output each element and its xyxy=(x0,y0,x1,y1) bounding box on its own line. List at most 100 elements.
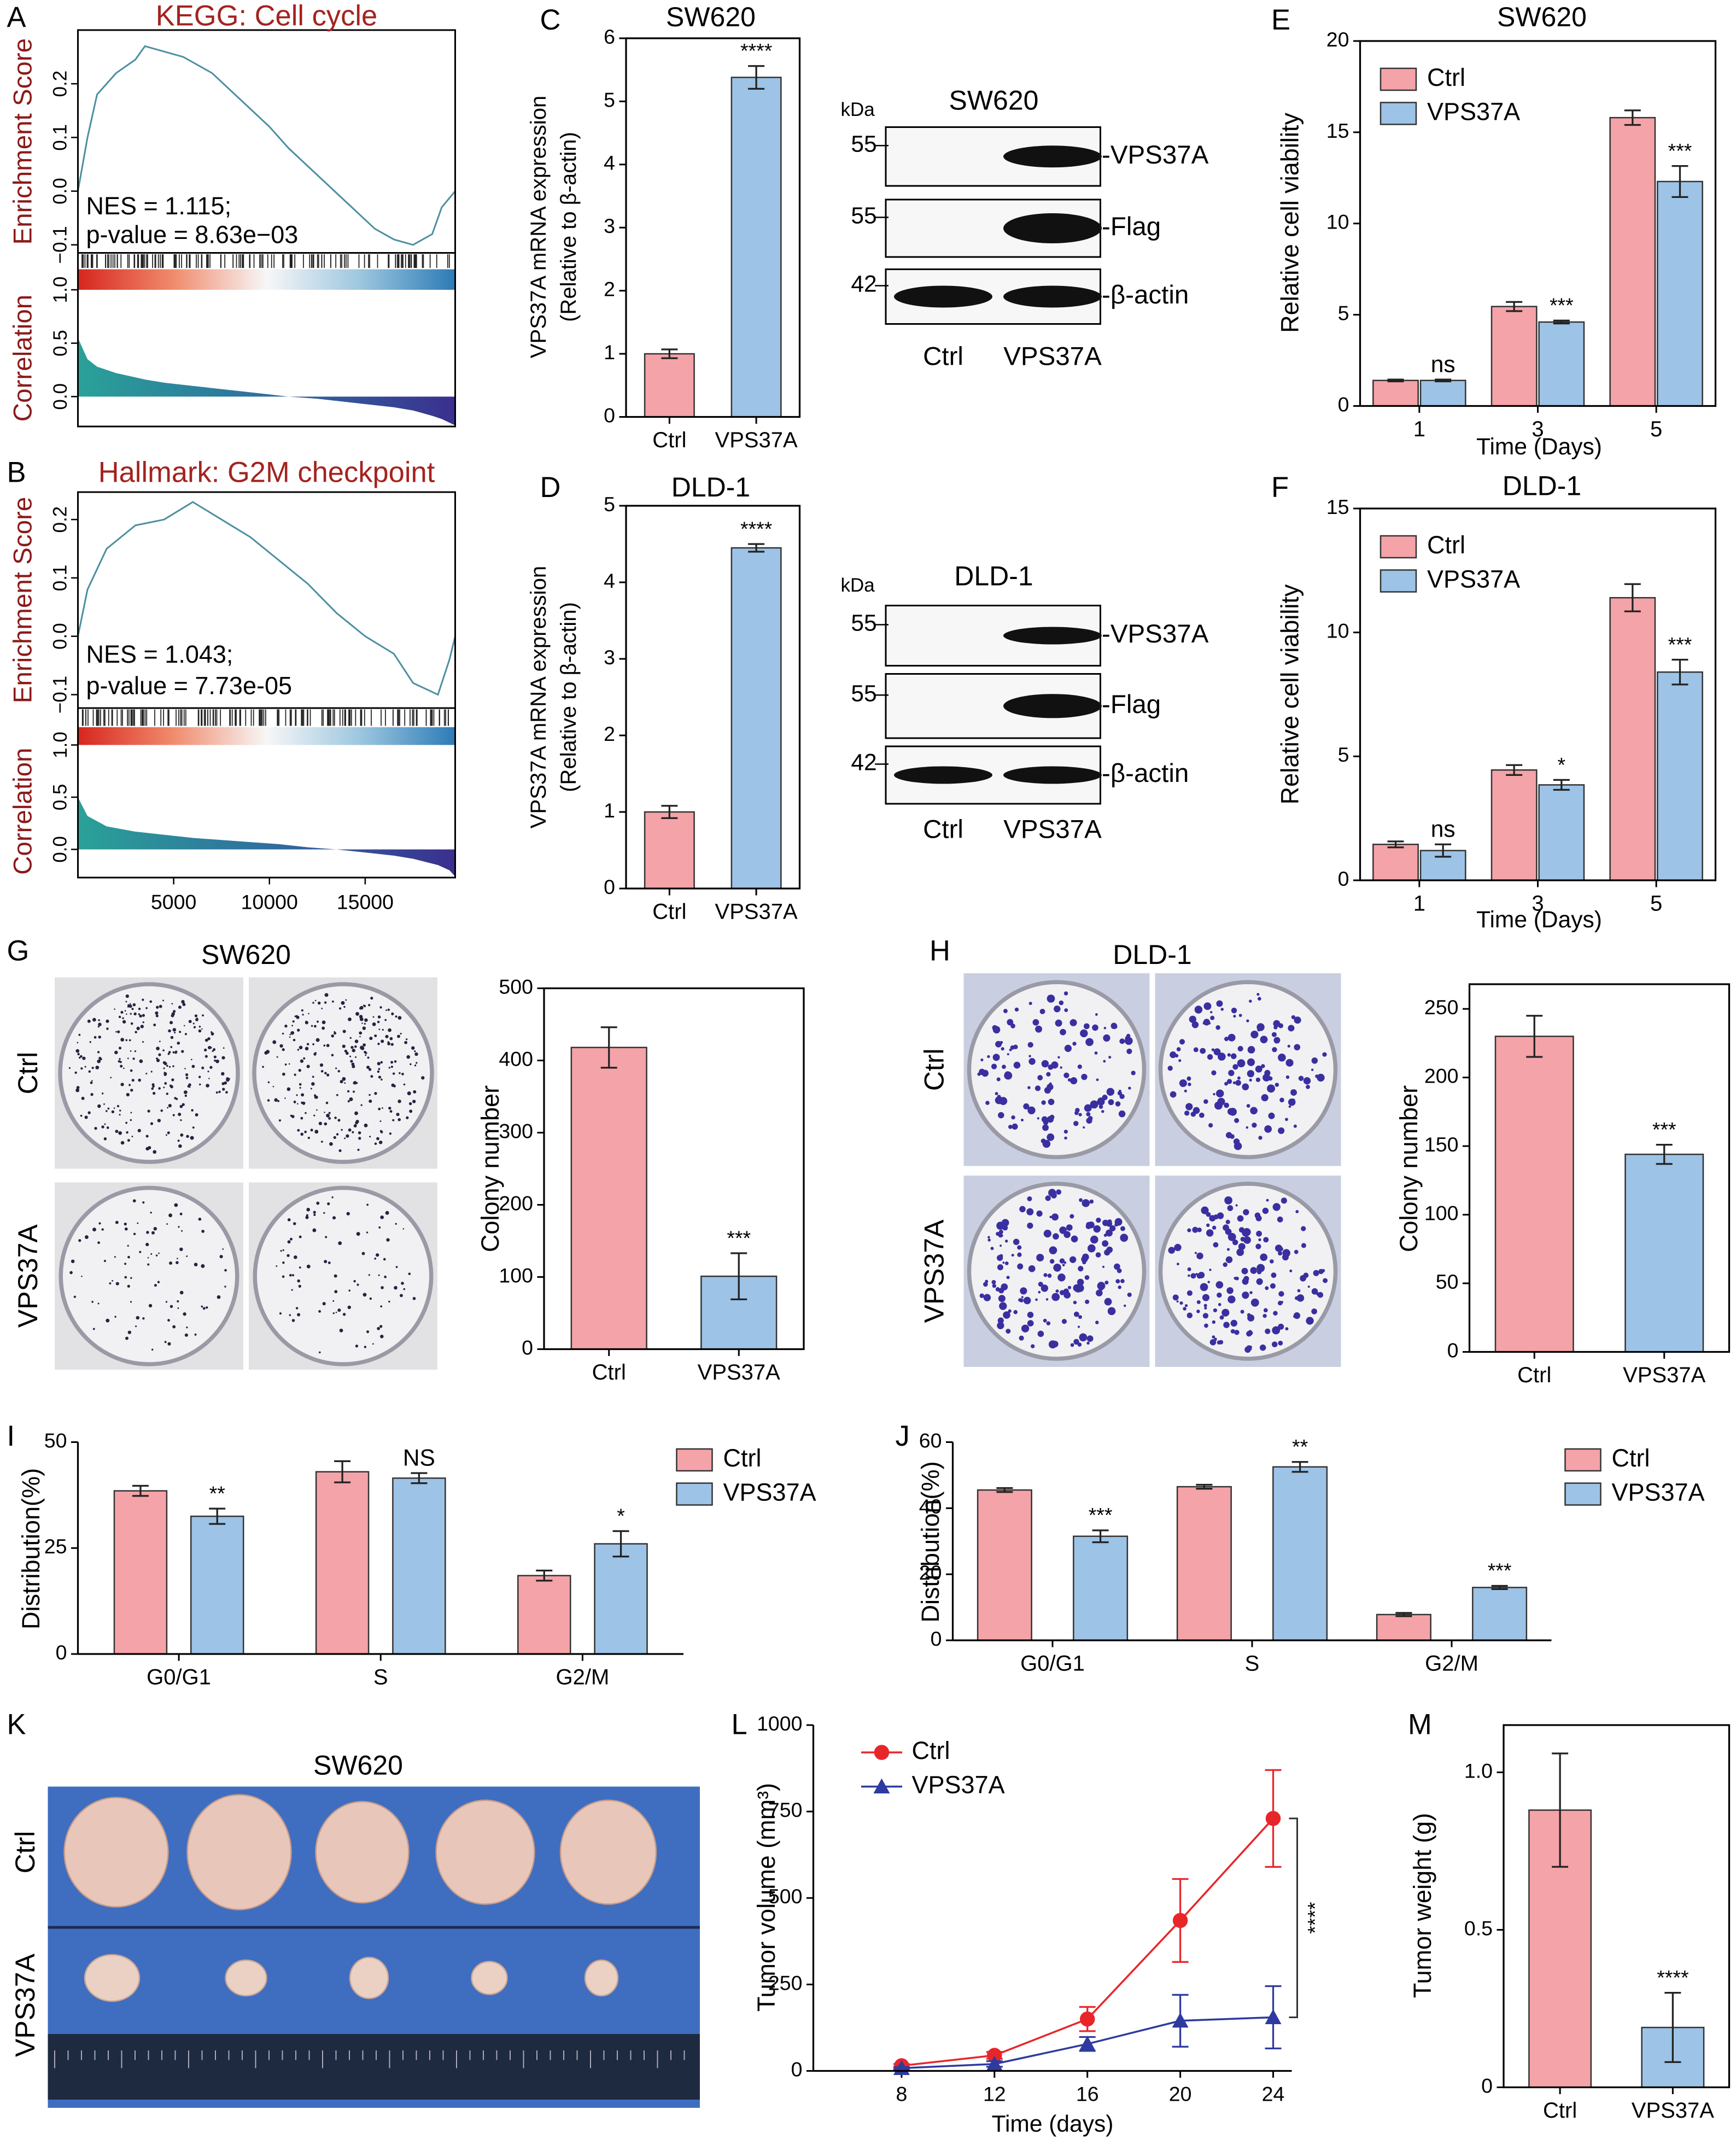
colony xyxy=(328,1261,331,1264)
colony xyxy=(1119,1038,1125,1044)
colony xyxy=(377,1020,380,1024)
colony xyxy=(1268,1076,1273,1081)
colony xyxy=(998,1230,1003,1235)
colony xyxy=(136,1026,140,1031)
colony xyxy=(1217,1292,1222,1298)
blot-band-label: -Flag xyxy=(1102,212,1161,241)
colony xyxy=(992,1054,1000,1061)
colony xyxy=(289,1036,291,1038)
colony xyxy=(103,1260,106,1263)
colony xyxy=(338,1007,342,1010)
colony xyxy=(378,1274,380,1276)
x-axis-label: Time (Days) xyxy=(1476,907,1602,933)
colony xyxy=(1064,1008,1068,1012)
colony xyxy=(119,1109,121,1112)
legend-label: VPS37A xyxy=(1612,1478,1705,1506)
colony xyxy=(163,1086,165,1089)
colony xyxy=(1258,997,1261,1001)
colony xyxy=(364,1346,367,1348)
colony xyxy=(204,1048,207,1051)
y-axis-label: Tumor volume (mm³) xyxy=(752,1783,780,2012)
colony xyxy=(414,1052,418,1056)
colony xyxy=(1051,1213,1059,1221)
colony xyxy=(313,1114,315,1117)
colony xyxy=(130,1277,132,1279)
correlation-frame xyxy=(77,252,456,428)
colony xyxy=(151,1087,154,1090)
plate xyxy=(59,1185,239,1366)
colony xyxy=(1093,1225,1101,1233)
x-tick-label: G2/M xyxy=(556,1665,610,1690)
colony xyxy=(388,1107,391,1110)
colony xyxy=(1301,1226,1306,1231)
colony xyxy=(1113,1024,1118,1029)
error-bar xyxy=(748,65,765,90)
colony xyxy=(390,1043,394,1046)
colony xyxy=(1219,1315,1224,1320)
colony xyxy=(137,1129,141,1132)
colony xyxy=(407,1091,411,1096)
colony xyxy=(289,1033,291,1036)
colony xyxy=(291,1274,295,1277)
plate xyxy=(252,982,434,1164)
colony xyxy=(81,1275,83,1277)
colony xyxy=(320,1069,324,1073)
bar xyxy=(1272,1466,1328,1641)
colony xyxy=(1067,1078,1072,1082)
colony xyxy=(325,1236,328,1238)
colony xyxy=(1104,1281,1109,1285)
colony xyxy=(987,1055,990,1059)
colony xyxy=(392,1072,395,1075)
colony xyxy=(1243,1209,1249,1215)
colony xyxy=(204,1038,208,1042)
colony xyxy=(323,1212,325,1214)
colony xyxy=(310,1129,313,1132)
colony xyxy=(1256,992,1260,996)
x-tick-label: Ctrl xyxy=(652,900,686,924)
colony xyxy=(1064,1044,1072,1052)
colony xyxy=(1086,1335,1094,1342)
colony xyxy=(153,1226,157,1231)
colony xyxy=(1007,1053,1009,1056)
colony xyxy=(1213,1308,1218,1313)
colony xyxy=(120,1065,123,1068)
colony xyxy=(1270,1283,1276,1289)
bar xyxy=(517,1575,571,1655)
colony xyxy=(398,1100,401,1103)
significance-label: **** xyxy=(740,39,772,62)
colony xyxy=(1021,1296,1024,1299)
colony xyxy=(1277,1216,1283,1223)
colony xyxy=(289,1273,292,1277)
colony xyxy=(179,1031,182,1033)
colony xyxy=(133,1012,137,1015)
colony xyxy=(97,1241,100,1244)
colony xyxy=(291,1289,293,1291)
legend-marker xyxy=(874,1745,890,1760)
colony xyxy=(374,1257,377,1260)
error-bar xyxy=(209,1507,226,1525)
colony xyxy=(1254,1212,1261,1219)
colony xyxy=(1086,1118,1092,1124)
colony xyxy=(1186,1076,1191,1081)
colony xyxy=(1220,1008,1224,1011)
colony xyxy=(328,1112,331,1114)
colony xyxy=(389,1110,393,1113)
x-tick-label: 8 xyxy=(896,2082,907,2105)
colony xyxy=(1041,1100,1046,1105)
y-tick-label: 0.5 xyxy=(1464,1916,1493,1939)
colony xyxy=(1203,1304,1207,1307)
colony xyxy=(360,1006,364,1010)
colony xyxy=(397,1034,400,1038)
colony xyxy=(342,1030,346,1033)
tumor xyxy=(471,1961,508,1995)
y-tick-label: 150 xyxy=(1424,1133,1459,1156)
colony xyxy=(174,1032,176,1034)
colonies xyxy=(1168,1196,1328,1353)
colony xyxy=(1174,1243,1182,1252)
colony xyxy=(1275,1244,1283,1252)
y-tick-label: 250 xyxy=(768,1971,803,1994)
colony xyxy=(88,1070,91,1073)
y2-tick-label: 0.0 xyxy=(50,836,71,863)
blot-band xyxy=(894,285,992,308)
colony xyxy=(1179,1079,1187,1088)
